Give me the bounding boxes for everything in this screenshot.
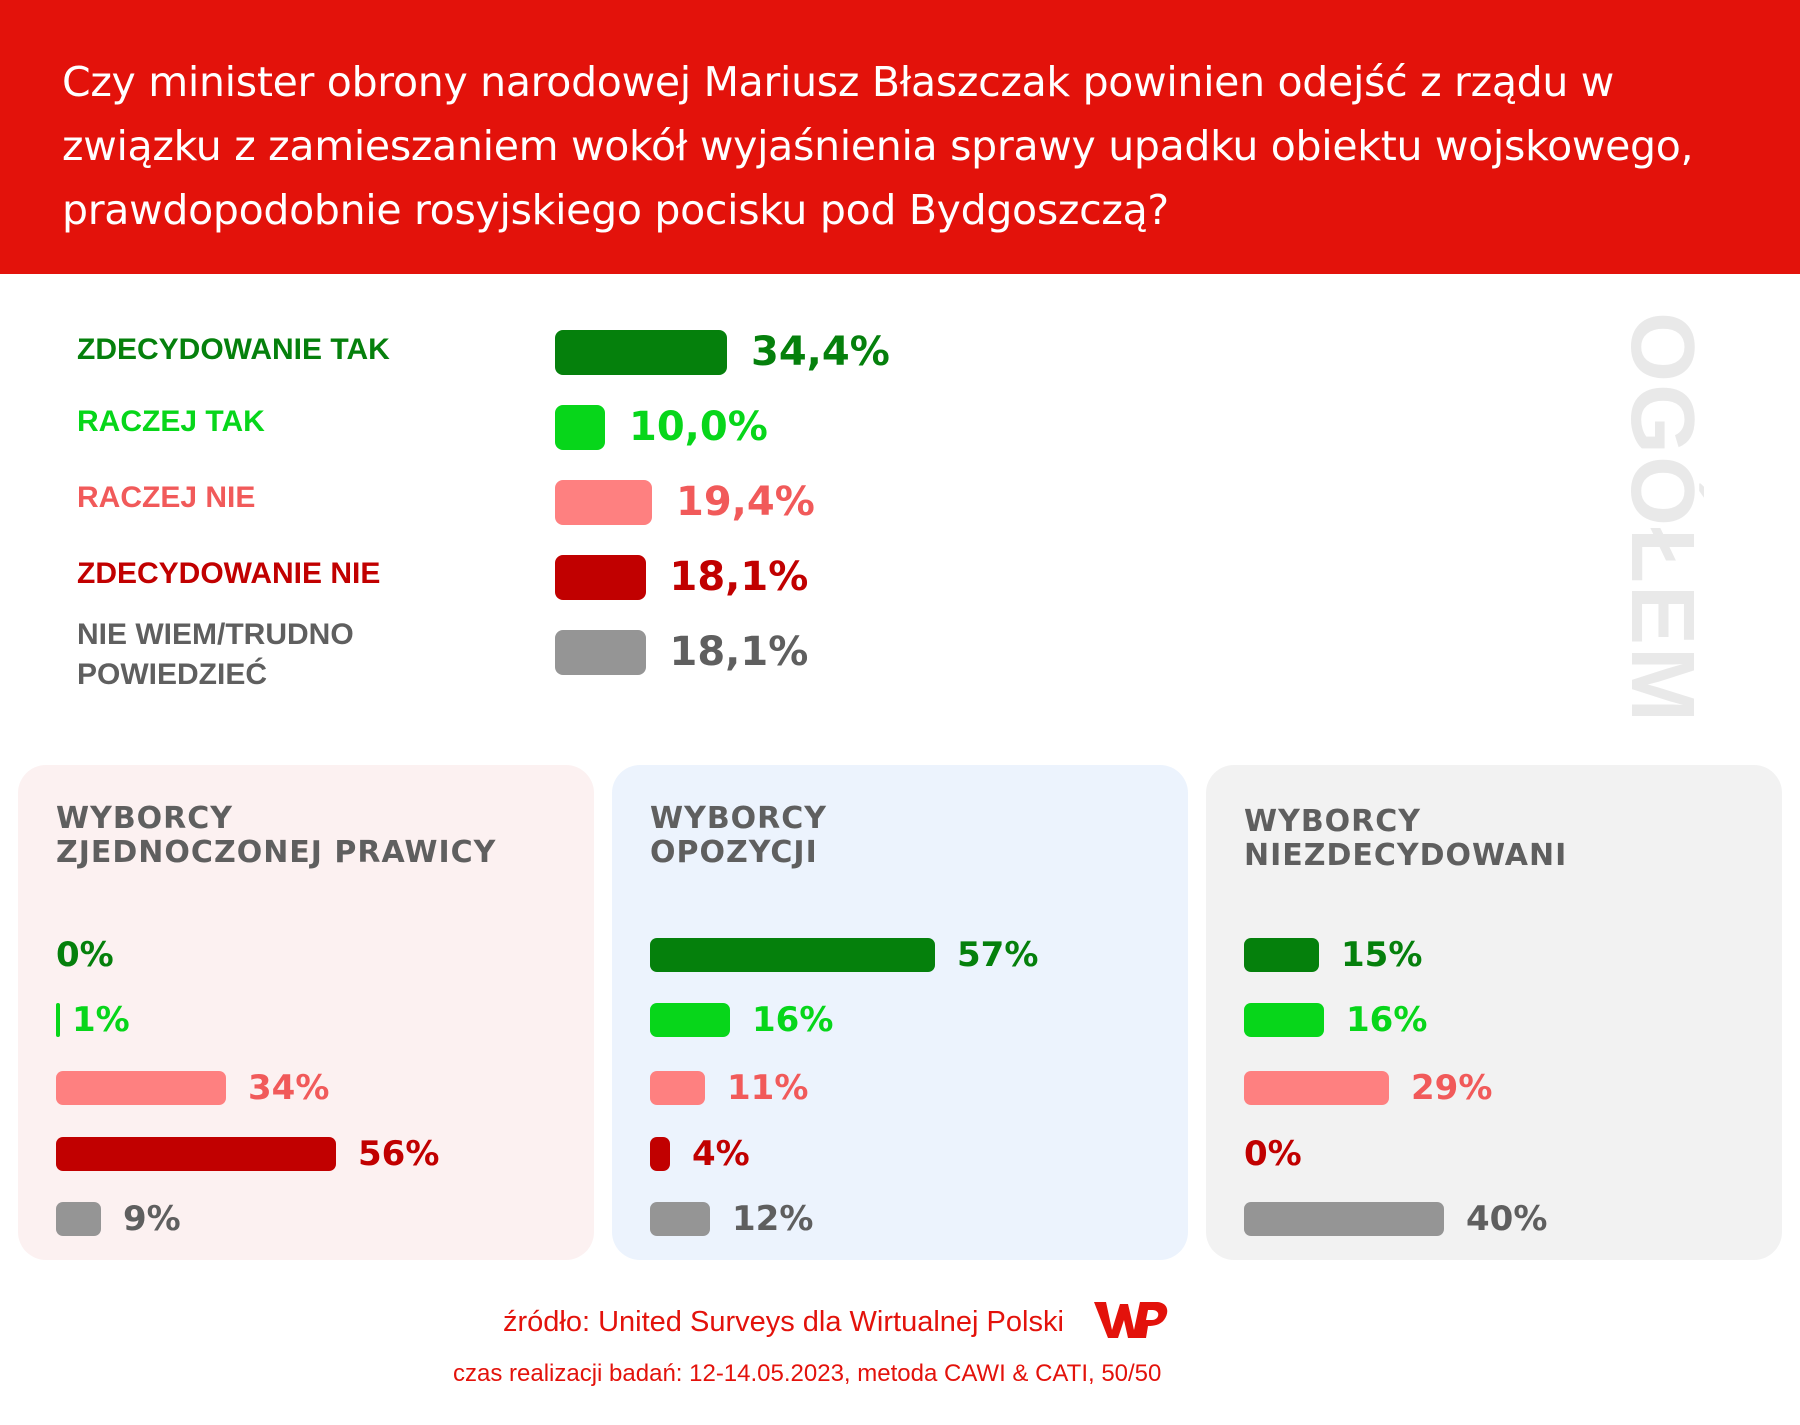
panel-title-undecided-line1: WYBORCY [1244, 804, 1422, 839]
vertical-group-label: OGÓŁEM [1612, 312, 1704, 724]
bar-opposition-strong-no [650, 1137, 670, 1171]
value-opposition-rather-no: 11% [727, 1068, 809, 1108]
chart-title: Czy minister obrony narodowej Mariusz Bł… [62, 58, 1694, 234]
bar-right-rather-yes [56, 1003, 60, 1037]
value-right-rather-no: 34% [248, 1068, 330, 1108]
value-undecided-rather-no: 29% [1411, 1068, 1493, 1108]
value-right-strong-yes: 0% [56, 935, 114, 975]
bar-undecided-dont-know [1244, 1202, 1444, 1236]
bar-opposition-rather-yes [650, 1003, 730, 1037]
value-undecided-dont-know: 40% [1466, 1199, 1548, 1239]
bar-strong-yes [555, 330, 727, 375]
bar-opposition-rather-no [650, 1071, 705, 1105]
panel-title-undecided-line2: NIEZDECYDOWANI [1244, 838, 1568, 873]
bar-right-strong-no [56, 1137, 336, 1171]
bar-undecided-strong-yes [1244, 938, 1319, 972]
panel-title-undecided: WYBORCY NIEZDECYDOWANI [1244, 805, 1764, 873]
panel-right-voters: WYBORCY ZJEDNOCZONEJ PRAWICY 0% 1% 34% 5… [18, 765, 594, 1260]
value-label-strong-yes: 34,4% [751, 329, 890, 375]
panel-opposition-voters: WYBORCY OPOZYCJI 57% 16% 11% 4% 12% [612, 765, 1188, 1260]
bar-right-dont-know [56, 1202, 101, 1236]
value-label-strong-no: 18,1% [669, 554, 809, 600]
category-label-dont-know: NIE WIEM/TRUDNO POWIEDZIEĆ [77, 615, 517, 695]
header-banner: Czy minister obrony narodowej Mariusz Bł… [0, 0, 1800, 274]
value-label-rather-yes: 10,0% [629, 404, 768, 450]
category-label-strong-no: ZDECYDOWANIE NIE [77, 557, 381, 590]
panel-title-right-line1: WYBORCY [56, 801, 234, 836]
bar-opposition-strong-yes [650, 938, 935, 972]
bar-undecided-rather-no [1244, 1071, 1389, 1105]
method-text: czas realizacji badań: 12-14.05.2023, me… [453, 1360, 1162, 1387]
category-label-rather-yes: RACZEJ TAK [77, 405, 265, 438]
category-label-rather-no: RACZEJ NIE [77, 481, 256, 514]
bar-undecided-rather-yes [1244, 1003, 1324, 1037]
value-opposition-strong-yes: 57% [957, 935, 1039, 975]
source-text: źródło: United Surveys dla Wirtualnej Po… [503, 1306, 1064, 1338]
value-opposition-dont-know: 12% [732, 1199, 814, 1239]
panel-title-opposition-line1: WYBORCY [650, 801, 828, 836]
vertical-group-label-text: OGÓŁEM [1612, 312, 1704, 724]
value-right-dont-know: 9% [123, 1199, 181, 1239]
bar-rather-yes [555, 405, 605, 450]
value-label-dont-know: 18,1% [669, 629, 809, 675]
value-right-rather-yes: 1% [72, 1000, 130, 1040]
category-label-strong-yes: ZDECYDOWANIE TAK [77, 333, 390, 366]
value-undecided-strong-yes: 15% [1341, 935, 1423, 975]
value-opposition-rather-yes: 16% [752, 1000, 834, 1040]
category-label-dont-know-line1: NIE WIEM/TRUDNO [77, 618, 354, 651]
value-opposition-strong-no: 4% [692, 1134, 750, 1174]
bar-rather-no [555, 480, 652, 525]
bar-opposition-dont-know [650, 1202, 710, 1236]
panel-title-right: WYBORCY ZJEDNOCZONEJ PRAWICY [56, 802, 576, 870]
panel-title-opposition: WYBORCY OPOZYCJI [650, 802, 1170, 870]
bar-dont-know [555, 630, 646, 675]
panel-undecided-voters: WYBORCY NIEZDECYDOWANI 15% 16% 29% 0% 40… [1206, 765, 1782, 1260]
bar-strong-no [555, 555, 646, 600]
panel-title-right-line2: ZJEDNOCZONEJ PRAWICY [56, 835, 497, 870]
value-undecided-rather-yes: 16% [1346, 1000, 1428, 1040]
value-label-rather-no: 19,4% [676, 479, 815, 525]
bar-right-rather-no [56, 1071, 226, 1105]
panel-title-opposition-line2: OPOZYCJI [650, 835, 818, 870]
value-undecided-strong-no: 0% [1244, 1134, 1302, 1174]
value-right-strong-no: 56% [358, 1134, 440, 1174]
wp-logo [1094, 1302, 1168, 1338]
category-label-dont-know-line2: POWIEDZIEĆ [77, 658, 268, 691]
